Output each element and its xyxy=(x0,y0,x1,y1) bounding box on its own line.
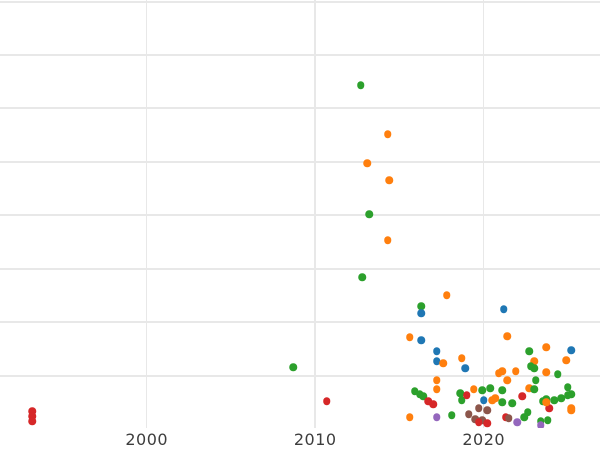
x-tick-label: 2000 xyxy=(125,430,169,449)
scatter-point xyxy=(567,406,576,414)
scatter-point xyxy=(432,347,441,355)
horizontal-gridline xyxy=(0,161,600,163)
scatter-point xyxy=(383,236,392,244)
horizontal-gridline xyxy=(0,1,600,3)
scatter-point xyxy=(432,376,441,384)
scatter-point xyxy=(447,411,456,419)
horizontal-gridline xyxy=(0,268,600,270)
scatter-point xyxy=(417,309,426,317)
scatter-point xyxy=(564,383,572,391)
vertical-gridline xyxy=(482,0,485,428)
scatter-point xyxy=(532,376,540,384)
scatter-point xyxy=(498,398,506,406)
horizontal-gridline xyxy=(0,321,600,323)
scatter-point xyxy=(567,346,576,354)
scatter-point xyxy=(557,394,565,402)
scatter-point xyxy=(405,413,414,421)
scatter-point xyxy=(491,394,500,402)
scatter-point xyxy=(323,397,331,405)
scatter-point xyxy=(385,176,394,184)
scatter-point xyxy=(503,376,512,384)
scatter-point xyxy=(442,291,451,299)
scatter-point xyxy=(456,389,464,397)
scatter-point xyxy=(537,417,545,425)
scatter-point xyxy=(483,406,491,414)
scatter-point xyxy=(464,410,473,418)
scatter-point xyxy=(498,386,506,394)
scatter-point xyxy=(410,387,419,395)
scatter-point xyxy=(474,404,483,412)
scatter-point xyxy=(542,398,550,406)
scatter-point xyxy=(417,302,426,310)
scatter-point xyxy=(28,407,36,415)
scatter-point xyxy=(432,385,441,393)
scatter-point xyxy=(542,343,550,351)
horizontal-gridline xyxy=(0,375,600,377)
scatter-point xyxy=(513,418,522,426)
scatter-point xyxy=(28,417,36,425)
plot-area xyxy=(0,0,600,428)
scatter-point xyxy=(567,390,576,398)
scatter-point xyxy=(545,404,554,412)
scatter-point xyxy=(500,305,508,313)
scatter-point xyxy=(523,408,532,416)
scatter-point xyxy=(417,336,426,344)
scatter-point xyxy=(525,347,533,355)
scatter-point xyxy=(458,354,466,362)
x-tick-label: 2020 xyxy=(462,430,506,449)
scatter-point xyxy=(429,400,437,408)
scatter-point xyxy=(461,364,469,372)
scatter-point xyxy=(479,396,488,404)
scatter-point xyxy=(554,370,562,378)
scatter-point xyxy=(474,418,483,426)
scatter-point xyxy=(458,396,466,404)
scatter-point xyxy=(463,391,471,399)
horizontal-gridline xyxy=(0,214,600,216)
vertical-gridline xyxy=(145,0,148,428)
scatter-point xyxy=(505,414,513,422)
horizontal-gridline xyxy=(0,54,600,56)
scatter-point xyxy=(520,413,528,421)
scatter-point xyxy=(424,397,432,405)
vertical-gridline xyxy=(314,0,316,428)
scatter-point xyxy=(530,364,538,372)
scatter-point xyxy=(530,357,538,365)
scatter-point xyxy=(511,367,520,375)
scatter-point xyxy=(525,384,533,392)
scatter-point xyxy=(356,81,365,89)
scatter-point xyxy=(363,159,372,167)
scatter-point xyxy=(508,399,517,407)
scatter-point xyxy=(562,356,570,364)
scatter-point xyxy=(503,332,512,340)
scatter-point xyxy=(486,384,495,392)
scatter-point xyxy=(469,385,478,393)
scatter-point xyxy=(419,392,427,400)
scatter-point xyxy=(550,396,559,404)
scatter-point xyxy=(405,333,414,341)
horizontal-gridline xyxy=(0,107,600,109)
scatter-point xyxy=(530,385,538,393)
scatter-point xyxy=(28,412,36,420)
scatter-point xyxy=(543,416,552,424)
scatter-point xyxy=(537,421,545,428)
scatter-point xyxy=(432,413,441,421)
scatter-point xyxy=(542,368,550,376)
scatter-point xyxy=(439,359,447,367)
scatter-point xyxy=(358,273,367,281)
scatter-point xyxy=(483,419,491,427)
x-tick-label: 2010 xyxy=(293,430,337,449)
scatter-point xyxy=(518,392,527,400)
scatter-point xyxy=(365,210,373,218)
scatter-point xyxy=(432,357,441,365)
scatter-point xyxy=(478,386,486,394)
scatter-point xyxy=(495,369,503,377)
scatter-point xyxy=(383,130,392,138)
scatter-point xyxy=(289,363,298,371)
